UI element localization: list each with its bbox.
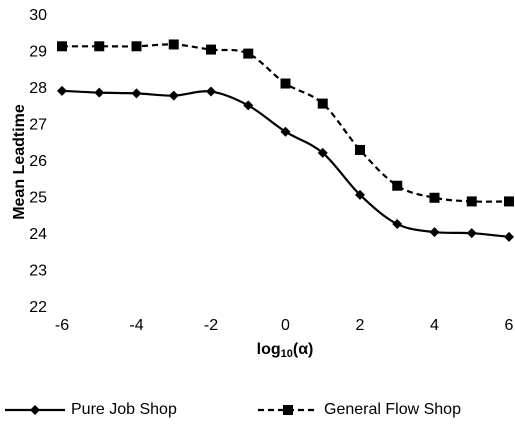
marker <box>57 41 67 52</box>
x-tick-label: 0 <box>281 317 290 334</box>
marker <box>168 39 179 50</box>
y-tick-label: 23 <box>29 263 47 280</box>
marker <box>94 41 105 52</box>
x-tick-label: -4 <box>129 317 143 334</box>
x-tick-label: 4 <box>430 317 439 334</box>
marker <box>243 48 254 59</box>
x-tick-label: -6 <box>55 317 69 334</box>
x-axis-label: log10(α) <box>257 341 314 360</box>
x-label-suffix: (α) <box>293 341 314 358</box>
y-tick-label: 24 <box>29 226 47 243</box>
legend-marker <box>283 405 293 415</box>
y-tick-label: 29 <box>29 44 47 61</box>
y-tick-label: 22 <box>29 299 47 316</box>
marker <box>466 228 477 239</box>
marker <box>168 90 179 101</box>
marker <box>504 196 514 207</box>
legend-label: Pure Job Shop <box>71 401 177 418</box>
marker <box>317 98 328 109</box>
marker <box>280 78 291 89</box>
y-tick-label: 30 <box>29 7 47 24</box>
marker <box>131 41 142 52</box>
marker <box>504 231 514 242</box>
marker <box>392 219 403 230</box>
marker <box>243 100 254 111</box>
x-tick-label: 6 <box>505 317 514 334</box>
y-tick-label: 28 <box>29 80 47 97</box>
marker <box>429 227 440 238</box>
series-line <box>61 89 510 238</box>
marker <box>206 44 216 55</box>
marker <box>355 144 365 155</box>
marker <box>355 189 365 200</box>
marker <box>206 86 216 97</box>
marker <box>94 87 105 98</box>
marker <box>466 196 477 207</box>
y-tick-label: 26 <box>29 153 47 170</box>
legend-marker <box>30 405 40 415</box>
x-tick-label: -2 <box>204 317 218 334</box>
x-tick-label: 2 <box>356 317 365 334</box>
x-label-base: log <box>257 341 281 358</box>
marker <box>429 192 440 203</box>
x-label-subscript: 10 <box>281 348 293 360</box>
legend-label: General Flow Shop <box>324 401 461 418</box>
marker <box>57 85 67 96</box>
marker <box>131 88 142 99</box>
marker <box>392 180 403 191</box>
marker <box>280 126 291 137</box>
y-tick-label: 25 <box>29 190 47 207</box>
marker <box>317 147 328 158</box>
y-axis-label: Mean Leadtime <box>11 104 28 220</box>
series-line <box>61 43 510 203</box>
y-tick-label: 27 <box>29 117 47 134</box>
